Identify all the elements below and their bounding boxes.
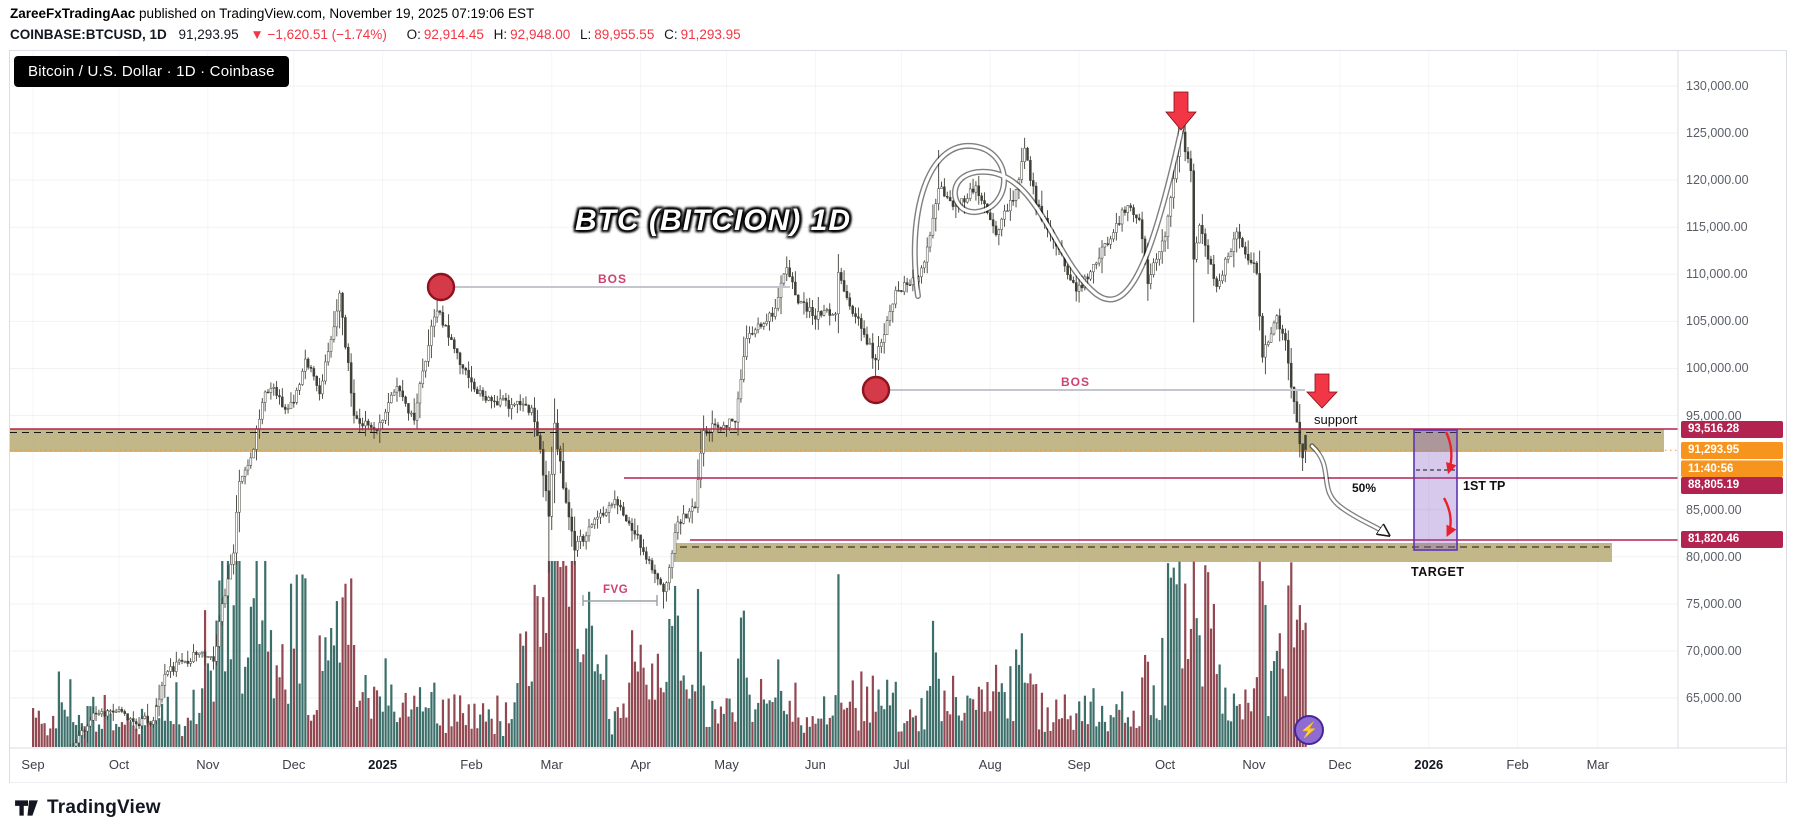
volume-bars [32, 561, 1307, 747]
time-tick-label: Dec [282, 757, 306, 772]
low-label: L: [580, 27, 592, 42]
time-tick-label: Sep [1067, 757, 1091, 772]
time-tick-label: Nov [1242, 757, 1266, 772]
bos-label-1[interactable]: BOS [598, 272, 628, 286]
tradingview-brand[interactable]: TradingView [47, 796, 161, 818]
tp-arrow[interactable] [1444, 431, 1457, 475]
low-value: 89,955.55 [594, 27, 655, 42]
time-tick-label: Feb [460, 757, 483, 772]
price-tick-label: 80,000.00 [1686, 549, 1742, 564]
time-tick-label: Jun [804, 757, 826, 772]
zap-sticker[interactable]: ⚡ [1294, 715, 1324, 745]
fvg-label[interactable]: FVG [603, 584, 629, 596]
price-chip-93516: 93,516.28 [1681, 421, 1783, 438]
price-tick-label: 105,000.00 [1686, 314, 1749, 329]
price-tick-label: 70,000.00 [1686, 643, 1742, 658]
target-arrow[interactable] [1442, 497, 1457, 537]
time-tick-label: Nov [196, 757, 220, 772]
price-tick-label: 125,000.00 [1686, 126, 1749, 141]
author-name: ZareeFxTradingAac [10, 6, 136, 21]
time-tick-label: Feb [1506, 757, 1529, 772]
published-text: published on TradingView.com, November 1… [135, 6, 535, 21]
time-tick-label: Sep [21, 757, 45, 772]
price-tick-label: 115,000.00 [1686, 220, 1748, 235]
swing-low-circle[interactable] [861, 375, 891, 405]
open-value: 92,914.45 [423, 27, 484, 42]
red-down-arrow-support[interactable] [1306, 373, 1338, 409]
time-tick-label: 2025 [368, 757, 398, 772]
time-tick-label: Oct [108, 757, 130, 772]
publish-header: ZareeFxTradingAac published on TradingVi… [10, 6, 534, 21]
time-tick-label: Jul [893, 757, 910, 772]
price-tick-label: 100,000.00 [1686, 361, 1749, 376]
swing-high-circle[interactable] [426, 272, 456, 302]
gridlines [10, 51, 1678, 748]
candlesticks [69, 121, 1307, 747]
fifty-percent-label[interactable]: 50% [1352, 481, 1377, 495]
high-value: 92,948.00 [510, 27, 571, 42]
close-value: 91,293.95 [680, 27, 741, 42]
price-chip-81820: 81,820.46 [1681, 531, 1783, 548]
bar-countdown-chip: 11:40:56 [1681, 460, 1783, 477]
time-tick-label: Dec [1328, 757, 1352, 772]
symbol-ohlc-row: COINBASE:BTCUSD, 1D 91,293.95 ▼ −1,620.5… [10, 27, 741, 42]
fvg-bracket[interactable] [582, 595, 658, 606]
time-tick-label: Mar [540, 757, 563, 772]
projection-arrow[interactable] [1310, 444, 1387, 534]
first-tp-label[interactable]: 1ST TP [1463, 479, 1506, 493]
high-label: H: [493, 27, 508, 42]
resistance-zone-rect[interactable] [10, 429, 1664, 452]
target-zone-rect[interactable] [676, 543, 1612, 562]
open-label: O: [406, 27, 421, 42]
footer-bar: TradingView [0, 783, 1796, 832]
last-price: 91,293.95 [178, 27, 239, 42]
price-change: ▼ −1,620.51 (−1.74%) [250, 27, 387, 42]
time-tick-label: Aug [978, 757, 1002, 772]
close-label: C: [664, 27, 678, 42]
chart-legend[interactable]: Bitcoin / U.S. Dollar · 1D · Coinbase [14, 56, 289, 87]
annotation-title[interactable]: BTC (BITCION) 1D [575, 204, 851, 237]
tradingview-logo-icon[interactable] [14, 795, 40, 821]
price-tick-label: 95,000.00 [1686, 408, 1742, 423]
price-tick-label: 130,000.00 [1686, 79, 1749, 93]
red-down-arrow-top[interactable] [1165, 91, 1197, 131]
price-tick-label: 65,000.00 [1686, 691, 1742, 705]
zap-icon: ⚡ [1299, 722, 1319, 739]
swoosh-brush[interactable] [913, 120, 1185, 301]
price-tick-label: 85,000.00 [1686, 502, 1742, 517]
symbol-name: COINBASE:BTCUSD, 1D [10, 27, 167, 42]
time-tick-label: Mar [1586, 757, 1610, 772]
target-label[interactable]: TARGET [1411, 565, 1465, 579]
support-label[interactable]: support [1314, 412, 1358, 427]
price-chip-last: 91,293.95 [1681, 442, 1783, 459]
time-tick-label: Apr [630, 757, 651, 772]
time-tick-label: Oct [1154, 757, 1176, 772]
price-chip-88805: 88,805.19 [1681, 477, 1783, 494]
price-tick-label: 120,000.00 [1686, 173, 1749, 188]
time-tick-label: 2026 [1414, 757, 1444, 772]
time-tick-label: May [714, 757, 739, 772]
price-tick-label: 110,000.00 [1686, 267, 1748, 282]
bos-label-2[interactable]: BOS [1061, 375, 1091, 389]
price-tick-label: 75,000.00 [1686, 596, 1742, 611]
